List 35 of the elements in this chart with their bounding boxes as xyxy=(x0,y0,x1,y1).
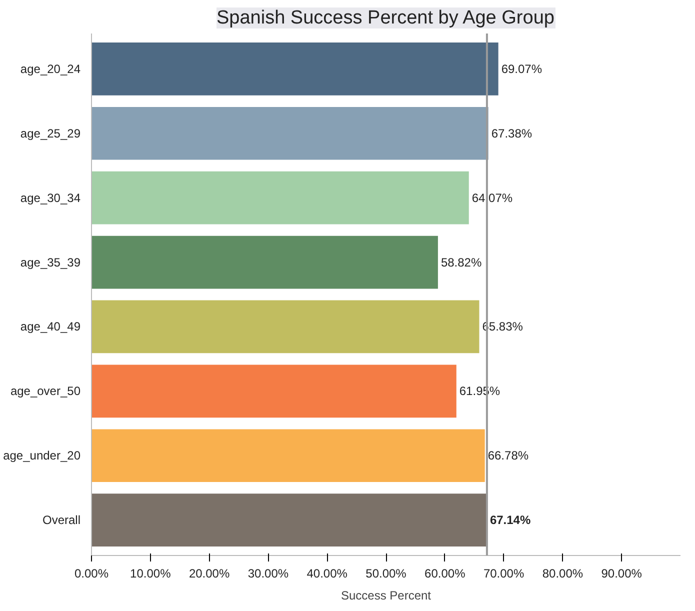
data-label: 67.14% xyxy=(490,513,531,528)
bar xyxy=(92,171,469,224)
y-tick-label: age_under_20 xyxy=(3,448,81,463)
x-axis-title: Success Percent xyxy=(340,588,432,602)
y-tick-label: age_40_49 xyxy=(20,320,81,334)
data-label: 69.07% xyxy=(501,62,542,76)
x-tick-label: 10.00% xyxy=(130,566,172,580)
y-tick-label: age_25_29 xyxy=(20,126,81,140)
x-tick-label: 60.00% xyxy=(424,566,466,580)
bar xyxy=(92,42,498,96)
data-label: 66.78% xyxy=(488,448,529,463)
bar xyxy=(92,236,438,289)
data-label: 64.07% xyxy=(472,190,513,205)
bar xyxy=(92,300,480,354)
data-label: 58.82% xyxy=(440,255,482,270)
chart-title: Spanish Success Percent by Age Group xyxy=(216,8,554,28)
y-tick-label: age_over_50 xyxy=(10,384,81,398)
data-label: 67.38% xyxy=(491,126,532,140)
x-tick-label: 50.00% xyxy=(366,566,407,580)
bar xyxy=(92,429,485,482)
x-tick-label: 90.00% xyxy=(601,566,642,580)
y-tick-label: age_35_39 xyxy=(20,255,81,270)
x-tick-label: 0.00% xyxy=(74,566,109,580)
x-tick-label: 40.00% xyxy=(306,566,348,580)
x-tick-label: 80.00% xyxy=(542,566,584,580)
y-tick-label: age_30_34 xyxy=(20,190,81,205)
y-tick-label: age_20_24 xyxy=(20,62,81,76)
data-label: 61.95% xyxy=(459,384,500,398)
bar xyxy=(92,106,488,160)
bar xyxy=(92,494,487,546)
x-tick-label: 70.00% xyxy=(483,566,524,580)
x-tick-label: 20.00% xyxy=(188,566,230,580)
y-tick-label: Overall xyxy=(42,513,81,528)
x-tick-label: 30.00% xyxy=(248,566,289,580)
bar xyxy=(92,364,456,418)
